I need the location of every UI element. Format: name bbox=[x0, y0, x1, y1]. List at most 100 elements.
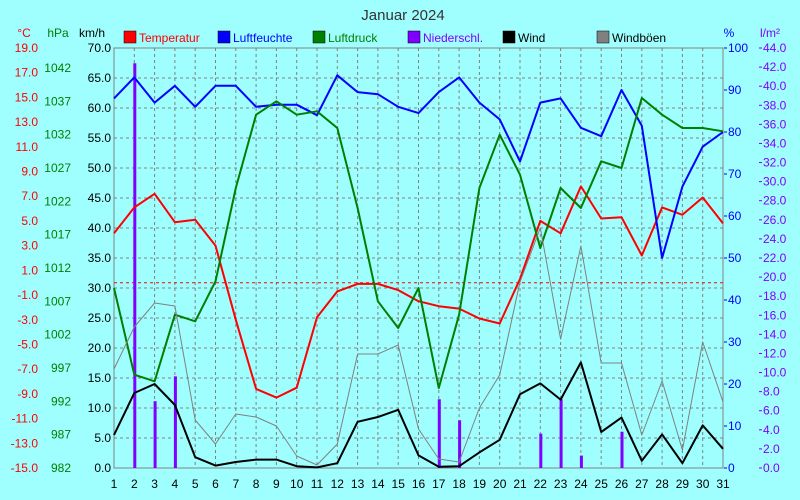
legend-swatch bbox=[312, 30, 326, 44]
temp-tick-label: 15.0 bbox=[15, 90, 39, 104]
temp-tick-label: 1.0 bbox=[21, 263, 38, 277]
x-tick-label: 10 bbox=[290, 477, 304, 491]
pressure-axis-unit: hPa bbox=[47, 26, 69, 40]
precip-bar bbox=[133, 63, 137, 468]
precip-bar bbox=[458, 420, 462, 468]
pressure-tick-label: 1017 bbox=[44, 228, 71, 242]
axes: -15.0 -13.0 -11.0 -9.0 -7.0 -5.0 -3.0 -1.0 1.0 3.… bbox=[11, 41, 787, 491]
precip-bar bbox=[173, 376, 177, 468]
legend-label: Temperatur bbox=[139, 31, 200, 45]
precip-tick-label: 34.0 bbox=[763, 136, 787, 150]
humidity-tick-label: 100 bbox=[728, 41, 748, 55]
legend-label: Luftfeuchte bbox=[233, 31, 293, 45]
precip-tick-label: 14.0 bbox=[763, 327, 787, 341]
wind-tick-label: 40.0 bbox=[88, 221, 112, 235]
series-line-luftfeuchte bbox=[113, 74, 724, 259]
precip-tick-label: 2.0 bbox=[763, 442, 780, 456]
humidity-axis-unit: % bbox=[724, 26, 735, 40]
x-tick-label: 7 bbox=[232, 477, 239, 491]
precip-bar bbox=[153, 401, 157, 468]
humidity-tick-label: 50 bbox=[728, 251, 742, 265]
x-tick-label: 6 bbox=[212, 477, 219, 491]
temp-tick-label: -7.0 bbox=[17, 362, 38, 376]
wind-tick-label: 20.0 bbox=[88, 341, 112, 355]
humidity-tick-label: 40 bbox=[728, 293, 742, 307]
legend-label: Windböen bbox=[612, 31, 666, 45]
temp-tick-label: -3.0 bbox=[17, 313, 38, 327]
pressure-tick-label: 987 bbox=[51, 428, 71, 442]
temp-tick-label: 3.0 bbox=[21, 239, 38, 253]
temp-tick-label: -13.0 bbox=[11, 436, 39, 450]
temp-tick-label: 7.0 bbox=[21, 189, 38, 203]
humidity-tick-label: 30 bbox=[728, 335, 742, 349]
temp-tick-label: 11.0 bbox=[16, 140, 39, 154]
series-line-temperatur bbox=[113, 185, 724, 399]
pressure-tick-label: 1002 bbox=[44, 328, 71, 342]
chart-title: Januar 2024 bbox=[361, 7, 444, 24]
precip-bar bbox=[559, 399, 563, 468]
precip-tick-label: 32.0 bbox=[763, 156, 787, 170]
x-tick-label: 29 bbox=[676, 477, 690, 491]
x-tick-label: 22 bbox=[534, 477, 548, 491]
pressure-tick-label: 992 bbox=[51, 394, 71, 408]
temp-tick-label: -11.0 bbox=[12, 412, 39, 426]
wind-axis-unit: km/h bbox=[79, 26, 105, 40]
x-tick-label: 14 bbox=[371, 477, 385, 491]
x-tick-label: 24 bbox=[574, 477, 588, 491]
x-tick-label: 23 bbox=[554, 477, 568, 491]
x-tick-label: 17 bbox=[432, 477, 446, 491]
temp-axis-unit: °C bbox=[17, 26, 31, 40]
wind-tick-label: 50.0 bbox=[88, 161, 112, 175]
precip-tick-label: 12.0 bbox=[763, 346, 787, 360]
precip-bar bbox=[437, 399, 441, 468]
temp-tick-label: 5.0 bbox=[21, 214, 38, 228]
precip-tick-label: 26.0 bbox=[763, 213, 787, 227]
legend-swatch bbox=[596, 30, 610, 44]
x-tick-label: 19 bbox=[473, 477, 487, 491]
x-tick-label: 25 bbox=[595, 477, 609, 491]
precip-tick-label: 22.0 bbox=[763, 251, 787, 265]
humidity-tick-label: 0 bbox=[728, 461, 735, 475]
x-tick-label: 4 bbox=[172, 477, 179, 491]
x-tick-label: 18 bbox=[452, 477, 466, 491]
legend-swatch bbox=[217, 30, 231, 44]
precip-tick-label: 38.0 bbox=[763, 98, 787, 112]
wind-tick-label: 65.0 bbox=[88, 71, 112, 85]
wind-tick-label: 0.0 bbox=[94, 461, 111, 475]
wind-tick-label: 70.0 bbox=[88, 41, 112, 55]
x-tick-label: 5 bbox=[192, 477, 199, 491]
legend-label: Wind bbox=[518, 31, 545, 45]
precipitation-bars bbox=[133, 63, 624, 468]
x-tick-label: 30 bbox=[696, 477, 710, 491]
precip-axis-unit: l/m² bbox=[760, 26, 780, 40]
legend-swatch bbox=[502, 30, 516, 44]
x-tick-label: 26 bbox=[615, 477, 629, 491]
x-tick-label: 9 bbox=[273, 477, 280, 491]
humidity-tick-label: 20 bbox=[728, 377, 742, 391]
precip-bar bbox=[620, 431, 624, 468]
x-tick-label: 8 bbox=[253, 477, 260, 491]
temp-tick-label: 13.0 bbox=[15, 115, 39, 129]
temp-tick-label: 17.0 bbox=[15, 66, 39, 80]
x-tick-label: 16 bbox=[412, 477, 426, 491]
pressure-tick-label: 1032 bbox=[44, 128, 71, 142]
pressure-tick-label: 1042 bbox=[44, 61, 71, 75]
pressure-tick-label: 1037 bbox=[44, 94, 71, 108]
x-tick-label: 21 bbox=[513, 477, 527, 491]
precip-tick-label: 24.0 bbox=[763, 232, 787, 246]
x-tick-label: 27 bbox=[635, 477, 649, 491]
precip-bar bbox=[539, 433, 543, 468]
wind-tick-label: 30.0 bbox=[88, 281, 112, 295]
x-tick-label: 12 bbox=[331, 477, 345, 491]
humidity-tick-label: 70 bbox=[728, 167, 742, 181]
grid bbox=[113, 47, 724, 469]
precip-tick-label: 8.0 bbox=[763, 385, 780, 399]
series-line-windben bbox=[113, 227, 724, 466]
temp-tick-label: -15.0 bbox=[11, 461, 39, 475]
precip-tick-label: 6.0 bbox=[763, 404, 780, 418]
x-tick-label: 3 bbox=[151, 477, 158, 491]
temp-tick-label: 19.0 bbox=[15, 41, 39, 55]
precip-tick-label: 28.0 bbox=[763, 194, 787, 208]
humidity-tick-label: 90 bbox=[728, 83, 742, 97]
